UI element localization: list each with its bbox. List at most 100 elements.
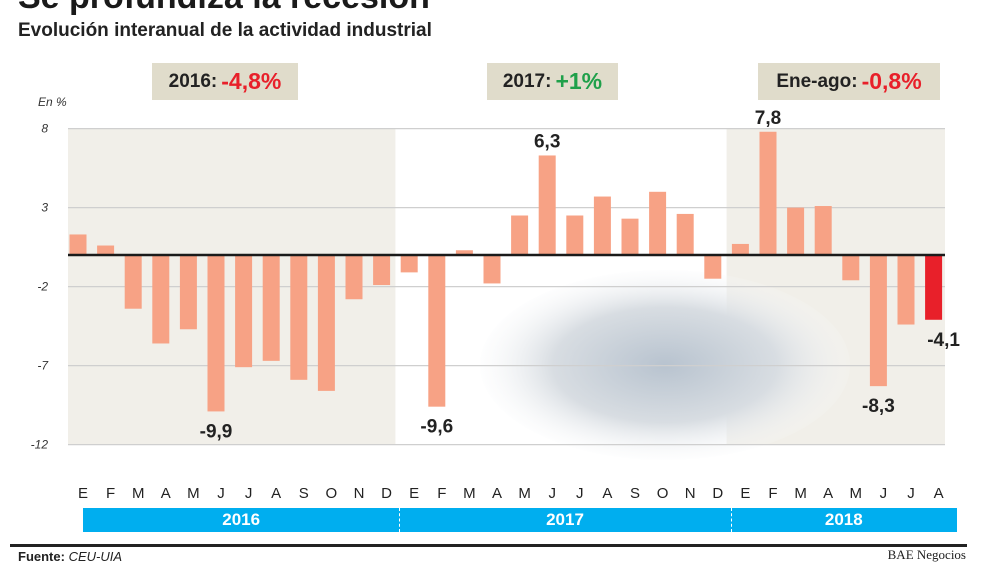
bar [897,255,915,325]
bar [842,255,860,281]
bar [676,213,694,255]
month-label: A [491,485,503,502]
data-label: 6,3 [534,131,560,152]
bar [731,243,749,255]
summary-box-2016: 2016: -4,8% [152,63,298,100]
bar [869,255,887,387]
month-label: D [712,485,724,502]
chart-title: Se profundiza la recesión [18,0,430,17]
summary-value: -0,8% [861,68,922,94]
y-tick-label: 3 [41,201,48,215]
month-label: D [381,485,393,502]
month-label: A [933,485,944,502]
bar [814,206,832,255]
bar [373,255,391,286]
month-label: M [518,485,531,502]
month-label: F [106,485,116,502]
y-tick-label: 8 [41,122,48,136]
month-label: S [629,485,641,502]
month-label: M [463,485,476,502]
month-label: M [187,485,200,502]
year-label: 2017 [546,510,584,529]
bar-chart: 8 3 -2 -7 -12 -9,9 -9,6 6,3 7,8 -8,3 -4,1 [31,108,960,460]
bar [621,218,639,255]
bar [511,215,529,255]
bar [317,255,335,391]
bar [428,255,446,407]
bar [455,250,473,255]
summary-value: -4,8% [221,68,282,94]
month-label: O [656,485,669,502]
source-note: Fuente: CEU-UIA [18,549,122,564]
y-tick-label: -7 [37,359,49,373]
y-axis-unit: En % [38,95,67,109]
summary-label: Ene-ago: [776,70,858,92]
bar [759,131,777,255]
bar [400,255,418,273]
bar [179,255,197,330]
bar [97,245,115,255]
bar [538,155,556,255]
month-label: S [298,485,309,502]
bar [649,191,667,255]
bar [925,255,943,320]
month-label: J [244,485,253,502]
month-label: J [548,485,556,502]
brand: BAE Negocios [887,547,966,562]
month-label: E [409,485,420,502]
month-label: N [353,485,365,502]
summary-label: 2017: [502,70,552,92]
footer-rule [10,544,967,547]
summary-box-2018: Ene-ago: -0,8% [758,63,940,100]
year-band: 2016 2017 2018 [83,508,957,532]
bar [787,207,805,255]
y-tick-label: -2 [37,280,48,294]
month-label: J [879,485,888,502]
data-label: -9,9 [200,421,233,442]
source-label: Fuente: [18,549,65,564]
bar [483,255,501,284]
month-label: N [684,485,696,502]
month-label: F [768,485,778,502]
month-label: E [77,485,89,502]
bar [345,255,363,300]
month-label: M [849,485,863,502]
month-label: J [576,485,584,502]
month-label: A [823,485,834,502]
bar [704,255,722,279]
bar [207,255,225,412]
year-divider [399,508,401,532]
month-label: M [131,485,145,502]
bar [69,234,87,255]
bar [593,196,611,255]
data-label: -4,1 [927,330,960,351]
bar [262,255,280,361]
summary-label: 2016: [168,70,218,92]
data-label: 7,8 [755,108,781,129]
bar [152,255,170,344]
summary-box-2017: 2017: +1% [487,63,618,100]
summary-value: +1% [555,68,603,94]
bar [124,255,142,309]
month-label: J [217,485,225,502]
month-label: A [160,485,171,502]
month-label: O [325,485,338,502]
bar [235,255,253,368]
y-tick-label: -12 [31,438,49,452]
bar [290,255,308,380]
month-label: M [794,485,807,502]
month-label: E [740,485,751,502]
month-label: J [907,485,915,502]
data-label: -9,6 [420,417,453,438]
year-label: 2018 [824,510,863,529]
bar [566,215,584,255]
year-divider [730,508,732,532]
data-label: -8,3 [862,396,895,417]
month-label: A [271,485,282,502]
month-label: F [437,485,447,502]
source-value: CEU-UIA [68,549,123,564]
year-label: 2016 [222,510,261,529]
chart-subtitle: Evolución interanual de la actividad ind… [18,20,432,41]
month-label: A [602,485,613,502]
